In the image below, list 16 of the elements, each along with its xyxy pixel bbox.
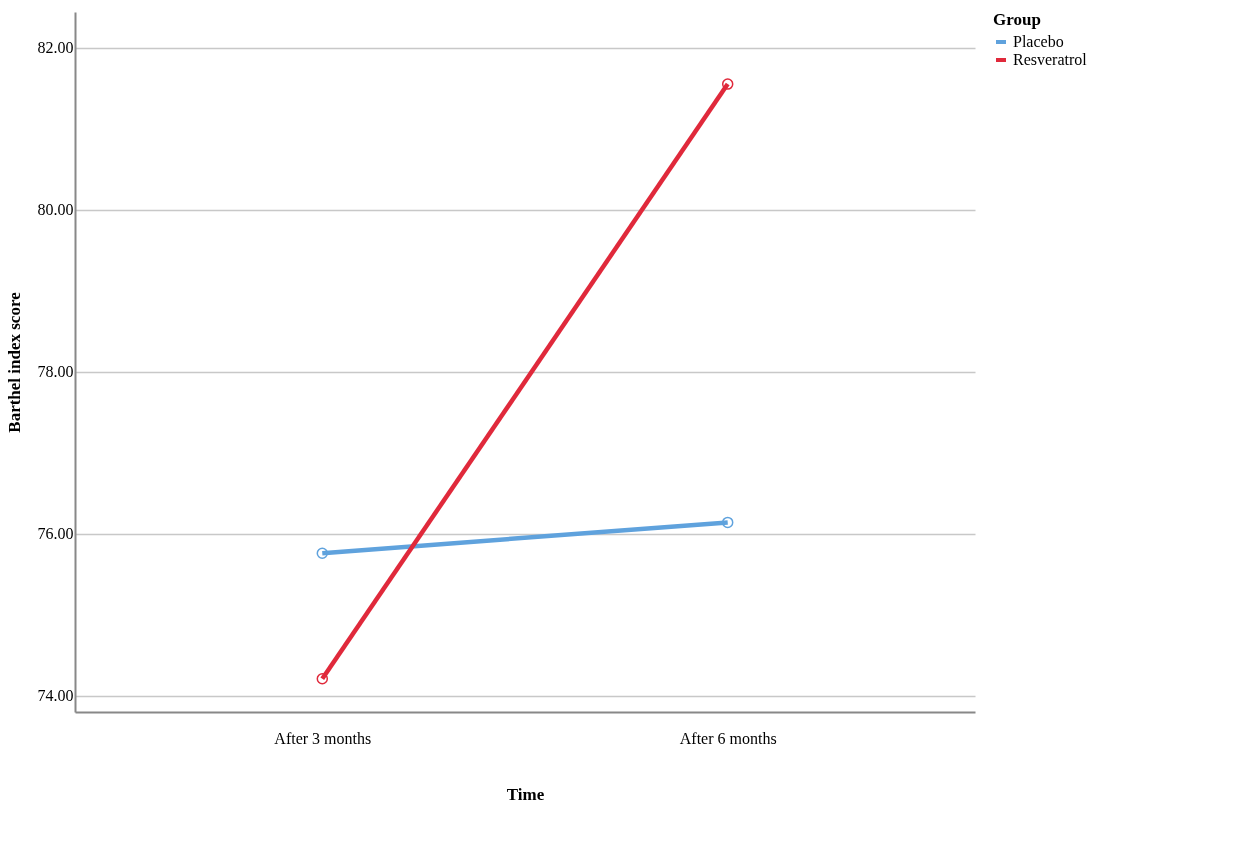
x-tick-label: After 3 months <box>274 729 372 747</box>
y-tick-label: 76.00 <box>37 525 74 543</box>
x-axis-title: Time <box>506 784 545 804</box>
legend-label: Placebo <box>1013 33 1064 50</box>
y-tick-label: 82.00 <box>37 39 74 57</box>
y-axis-title: Barthel index score <box>4 291 24 433</box>
point <box>316 673 329 685</box>
legend-title: Group <box>993 10 1041 29</box>
point <box>721 516 734 529</box>
y-tick-label: 74.00 <box>37 687 74 705</box>
point <box>316 547 329 559</box>
x-tick-label: After 6 months <box>679 729 777 747</box>
y-tick-label: 78.00 <box>37 363 74 381</box>
y-tick-label: 80.00 <box>37 201 74 219</box>
legend-label: Resveratrol <box>1013 51 1088 68</box>
point <box>721 78 734 90</box>
